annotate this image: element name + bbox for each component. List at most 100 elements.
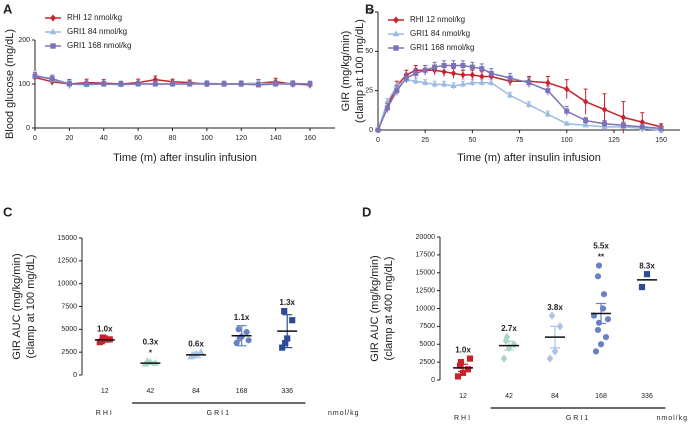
- data-point: [238, 81, 244, 87]
- series-line: [377, 78, 662, 131]
- series-line: [377, 69, 662, 131]
- fold-label: 1.1x: [234, 313, 250, 322]
- significance: *: [149, 348, 153, 357]
- data-point: [546, 354, 554, 363]
- data-point: [594, 273, 602, 280]
- significance: **: [598, 253, 605, 262]
- legend-marker: [50, 14, 56, 22]
- x-tick-label: 336: [281, 388, 293, 395]
- data-point: [84, 81, 90, 87]
- legend-label: RHI 12 nmol/kg: [67, 13, 122, 22]
- y-tick-label: 2500: [61, 349, 77, 356]
- x-tick-label: 60: [134, 135, 142, 142]
- data-point: [375, 127, 381, 133]
- data-point: [564, 85, 570, 93]
- group-label: RHI: [96, 410, 114, 417]
- y-tick-label: 2500: [419, 359, 435, 366]
- y-tick-label: 25: [365, 88, 373, 95]
- x-tick-label: 168: [595, 393, 607, 400]
- data-point: [273, 81, 279, 87]
- y-tick-label: 75: [365, 9, 373, 16]
- data-point: [600, 291, 608, 298]
- y-axis-title: (clamp at 100 mg/dL): [25, 255, 37, 359]
- data-point: [488, 70, 494, 76]
- x-tick-label: 75: [516, 137, 524, 144]
- data-point: [594, 326, 602, 334]
- data-point: [592, 348, 600, 355]
- legend-marker: [50, 43, 56, 49]
- unit-label: nmol/kg: [656, 415, 688, 422]
- x-tick-label: 50: [468, 137, 476, 144]
- y-tick-label: 17500: [416, 252, 436, 259]
- data-point: [454, 373, 462, 380]
- data-point: [187, 81, 193, 87]
- x-tick-label: 160: [304, 135, 316, 142]
- y-axis-title: GIR AUC (mg/kg/min): [11, 253, 23, 359]
- data-point: [432, 64, 438, 70]
- data-point: [451, 62, 456, 68]
- data-point: [49, 76, 55, 82]
- x-tick-label: 168: [236, 388, 248, 395]
- data-point: [597, 341, 605, 348]
- legend-marker: [392, 30, 400, 37]
- fold-label: 0.6x: [188, 339, 204, 348]
- data-point: [545, 79, 551, 87]
- x-tick-label: 125: [608, 137, 620, 144]
- unit-label: nmol/kg: [328, 410, 360, 417]
- y-axis-title: GIR AUC (mg/kg/min): [369, 255, 381, 361]
- panel-label: C: [3, 204, 13, 219]
- data-point: [601, 106, 608, 113]
- data-point: [459, 80, 466, 87]
- y-tick-label: 0: [26, 125, 30, 132]
- legend-label: GRI1 84 nmol/kg: [67, 27, 127, 36]
- data-point: [583, 118, 589, 124]
- data-point: [422, 79, 429, 85]
- data-point: [290, 81, 296, 87]
- data-point: [525, 101, 533, 107]
- data-point: [639, 124, 645, 130]
- data-point: [620, 122, 626, 128]
- x-tick-label: 12: [459, 393, 467, 400]
- x-tick-label: 20: [65, 135, 73, 142]
- panel-label: D: [362, 204, 371, 219]
- y-tick-label: 100: [18, 81, 30, 88]
- y-tick-label: 10000: [416, 305, 436, 312]
- legend-marker: [393, 16, 399, 24]
- x-tick-label: 12: [101, 388, 109, 395]
- x-tick-label: 42: [147, 388, 155, 395]
- data-point: [469, 79, 476, 85]
- legend-marker: [49, 28, 57, 35]
- x-tick-label: 25: [421, 137, 429, 144]
- data-point: [604, 316, 612, 323]
- data-point: [152, 81, 158, 87]
- data-point: [450, 69, 457, 77]
- legend-label: GRI1 84 nmol/kg: [410, 29, 470, 38]
- x-tick-label: 40: [100, 135, 108, 142]
- y-tick-label: 5000: [419, 341, 435, 348]
- y-tick-label: 0: [431, 377, 435, 384]
- y-tick-label: 15000: [416, 270, 436, 277]
- y-axis-title: Blood glucose (mg/dL): [4, 29, 16, 139]
- data-point: [466, 355, 474, 362]
- data-point: [431, 80, 438, 87]
- x-tick-label: 0: [376, 137, 380, 144]
- data-point: [403, 75, 409, 81]
- data-point: [564, 108, 570, 114]
- legend-label: GRI1 168 nmol/kg: [67, 41, 131, 50]
- fold-label: 8.3x: [639, 261, 655, 270]
- data-point: [602, 334, 610, 341]
- x-tick-label: 336: [641, 393, 653, 400]
- data-point: [412, 77, 419, 84]
- group-label: GRI1: [207, 410, 231, 417]
- x-tick-label: 84: [551, 393, 559, 400]
- data-point: [544, 110, 551, 117]
- data-point: [101, 81, 107, 87]
- y-tick-label: 0: [369, 127, 373, 134]
- data-point: [507, 91, 514, 98]
- data-point: [500, 354, 508, 363]
- x-tick-label: 150: [655, 137, 667, 144]
- data-point: [413, 70, 419, 76]
- data-point: [32, 73, 38, 79]
- data-point: [66, 81, 72, 87]
- fold-label: 0.3x: [143, 337, 159, 346]
